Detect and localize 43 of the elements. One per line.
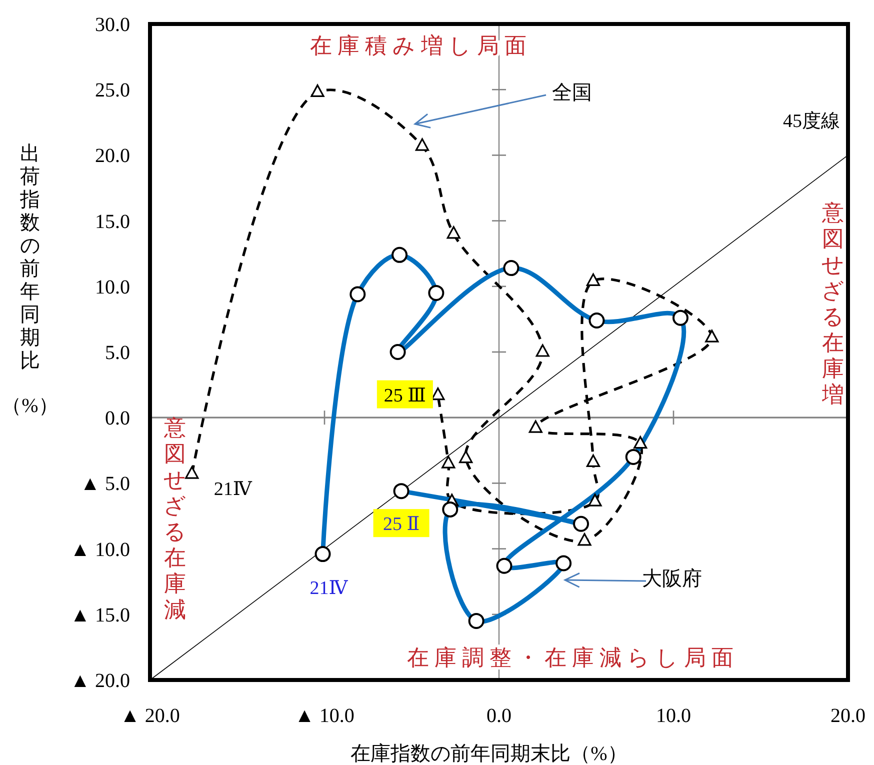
point [442, 456, 456, 468]
y-tick-label: ▲ 15.0 [70, 604, 130, 626]
annotation: 意図せざる在庫増 [821, 200, 844, 407]
x-axis-title: 在庫指数の前年同期末比（%） [350, 743, 628, 765]
x-tick-label: ▲ 10.0 [294, 705, 354, 727]
y-tick-label: 10.0 [95, 276, 130, 298]
point [586, 454, 600, 468]
annotation: 25 Ⅱ [382, 514, 420, 536]
y-tick-label: 25.0 [95, 80, 130, 102]
point [310, 84, 324, 98]
y-tick-label: ▲ 10.0 [70, 538, 130, 561]
y-tick-label: 20.0 [95, 145, 130, 168]
annotation: 在 庫 積 み 増 し 局 面 [310, 33, 526, 58]
y-tick-label: ▲ 5.0 [80, 473, 130, 496]
annotation: 意図せざる在庫減 [163, 415, 186, 622]
text: 出荷指数の前年同期比（%） [2, 143, 58, 417]
point [459, 450, 473, 464]
y-tick-label: 5.0 [105, 342, 130, 364]
y-tick-label: 15.0 [95, 210, 130, 233]
point [415, 138, 430, 151]
y-tick-label: 30.0 [95, 14, 130, 36]
point [634, 436, 648, 449]
point [528, 420, 542, 433]
y-tick-label: ▲ 20.0 [70, 670, 130, 692]
point [588, 494, 602, 506]
annotation: 大阪府 [642, 566, 702, 590]
x-tick-label: 0.0 [486, 705, 512, 727]
point [536, 344, 550, 357]
point [185, 466, 199, 479]
annotation: 21Ⅳ [310, 578, 349, 600]
y-tick-label: 0.0 [105, 408, 130, 430]
series-label: 45度線 [783, 110, 840, 132]
x-tick-label: 20.0 [830, 705, 866, 727]
x-tick-label: 10.0 [656, 705, 691, 727]
annotation: 25 Ⅲ [384, 385, 426, 406]
point [586, 273, 600, 286]
point [705, 330, 719, 342]
annotation: 21Ⅳ [214, 479, 253, 500]
point [431, 387, 445, 400]
annotation: 全国 [552, 80, 592, 104]
point [446, 226, 460, 239]
x-tick-label: ▲ 20.0 [120, 705, 180, 727]
point [578, 533, 592, 546]
